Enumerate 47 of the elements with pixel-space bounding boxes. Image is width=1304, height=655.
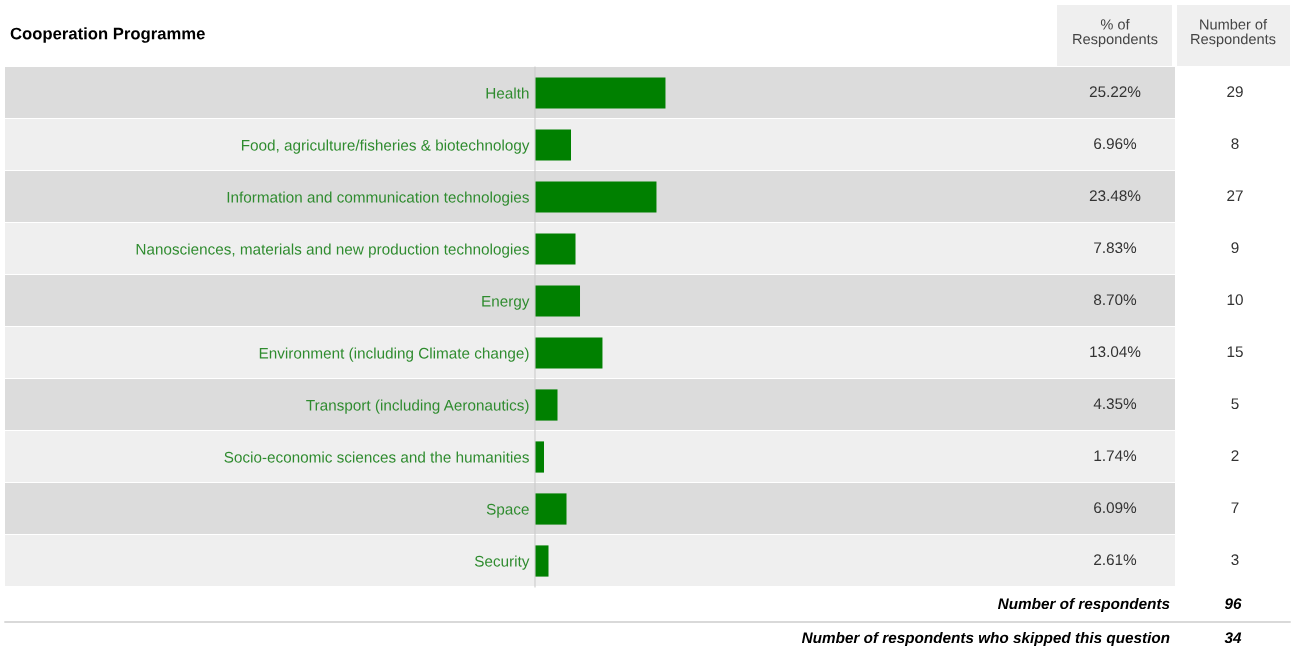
y-tick-label: Space [486,503,529,518]
bar [535,337,603,369]
text: 29 [1227,86,1243,98]
data-label: 13.04% [1090,346,1141,358]
text: Number of Respondents [1191,18,1276,48]
text: 10 [1227,294,1243,306]
text: 5 [1231,398,1239,410]
text: 96 [1224,598,1242,610]
bar [535,493,567,525]
bar [535,181,657,213]
y-tick-label: Transport (including Aeronautics) [306,399,529,414]
text: Number of respondents who skipped this question [801,631,1170,647]
data-label: 6.96% [1094,138,1137,150]
data-label: 7.83% [1094,242,1137,254]
data-label: 25.22% [1089,86,1141,98]
data-label: 23.48% [1089,190,1141,202]
data-label: 6.09% [1094,502,1137,514]
text: % of Respondents [1073,18,1158,48]
text: 9 [1231,242,1239,254]
y-tick-label: Socio-economic sciences and the humanities [224,451,529,463]
bar [535,545,549,577]
text: 8 [1231,138,1239,150]
y-tick-label: Information and communication technologies [227,191,529,206]
text: 34 [1224,632,1242,644]
bar [535,441,544,473]
bar [535,233,576,265]
text: 7 [1231,502,1239,513]
bar [535,129,572,161]
text: 27 [1227,190,1243,201]
bar [535,77,666,109]
y-tick-label: Food, agriculture/fisheries & biotechnology [241,139,530,154]
y-tick-label: Health [486,87,529,99]
data-label: 2.61% [1094,554,1137,566]
data-label: 8.70% [1094,294,1137,306]
data-label: 1.74% [1094,450,1137,462]
text: Cooperation Programme [10,27,205,43]
text: 15 [1227,346,1243,358]
text: Number of respondents [997,597,1170,613]
y-tick-label: Security [474,555,530,570]
y-tick-label: Environment (including Climate change) [259,347,529,362]
text: 2 [1231,450,1239,461]
bar [535,389,558,421]
data-label: 4.35% [1093,398,1137,410]
y-tick-label: Energy [482,296,530,310]
bar [535,285,581,317]
y-tick-label: Nanosciences, materials and new production technologies [136,243,529,258]
text: 3 [1231,554,1239,566]
